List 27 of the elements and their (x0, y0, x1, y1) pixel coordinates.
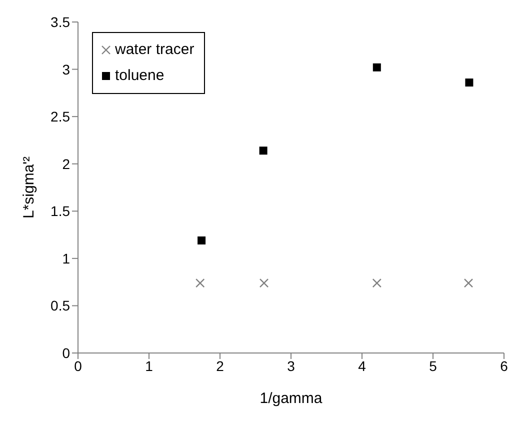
legend-label: water tracer (115, 40, 194, 60)
legend-label: toluene (115, 66, 164, 86)
x-tick-label: 4 (358, 358, 366, 374)
y-tick-label: 0 (62, 344, 70, 361)
x-tick-label: 5 (429, 358, 438, 374)
y-tick-label: 0.5 (50, 298, 70, 314)
y-tick-label: 2 (62, 156, 70, 172)
point (372, 63, 381, 72)
y-tick-label: 2.5 (50, 108, 70, 125)
y-tick-label: 1.5 (50, 203, 70, 220)
point (198, 236, 206, 244)
point (464, 278, 474, 288)
x-tick-label: 2 (216, 358, 224, 374)
point (196, 278, 205, 288)
y-axis-title: L*sigma'² (20, 156, 38, 219)
x-tick-label: 1 (145, 358, 154, 374)
y-tick-label: 3.5 (50, 14, 70, 30)
y-tick-label: 1 (62, 250, 70, 266)
point (465, 78, 474, 87)
x-tick-label: 0 (74, 358, 82, 374)
point (259, 146, 268, 155)
x-axis-title: 1/gamma (260, 390, 323, 407)
x-tick-label: 3 (287, 358, 296, 374)
point (259, 278, 269, 288)
point (372, 278, 382, 288)
y-tick-label: 3 (62, 61, 70, 78)
x-tick-label: 6 (500, 358, 508, 374)
